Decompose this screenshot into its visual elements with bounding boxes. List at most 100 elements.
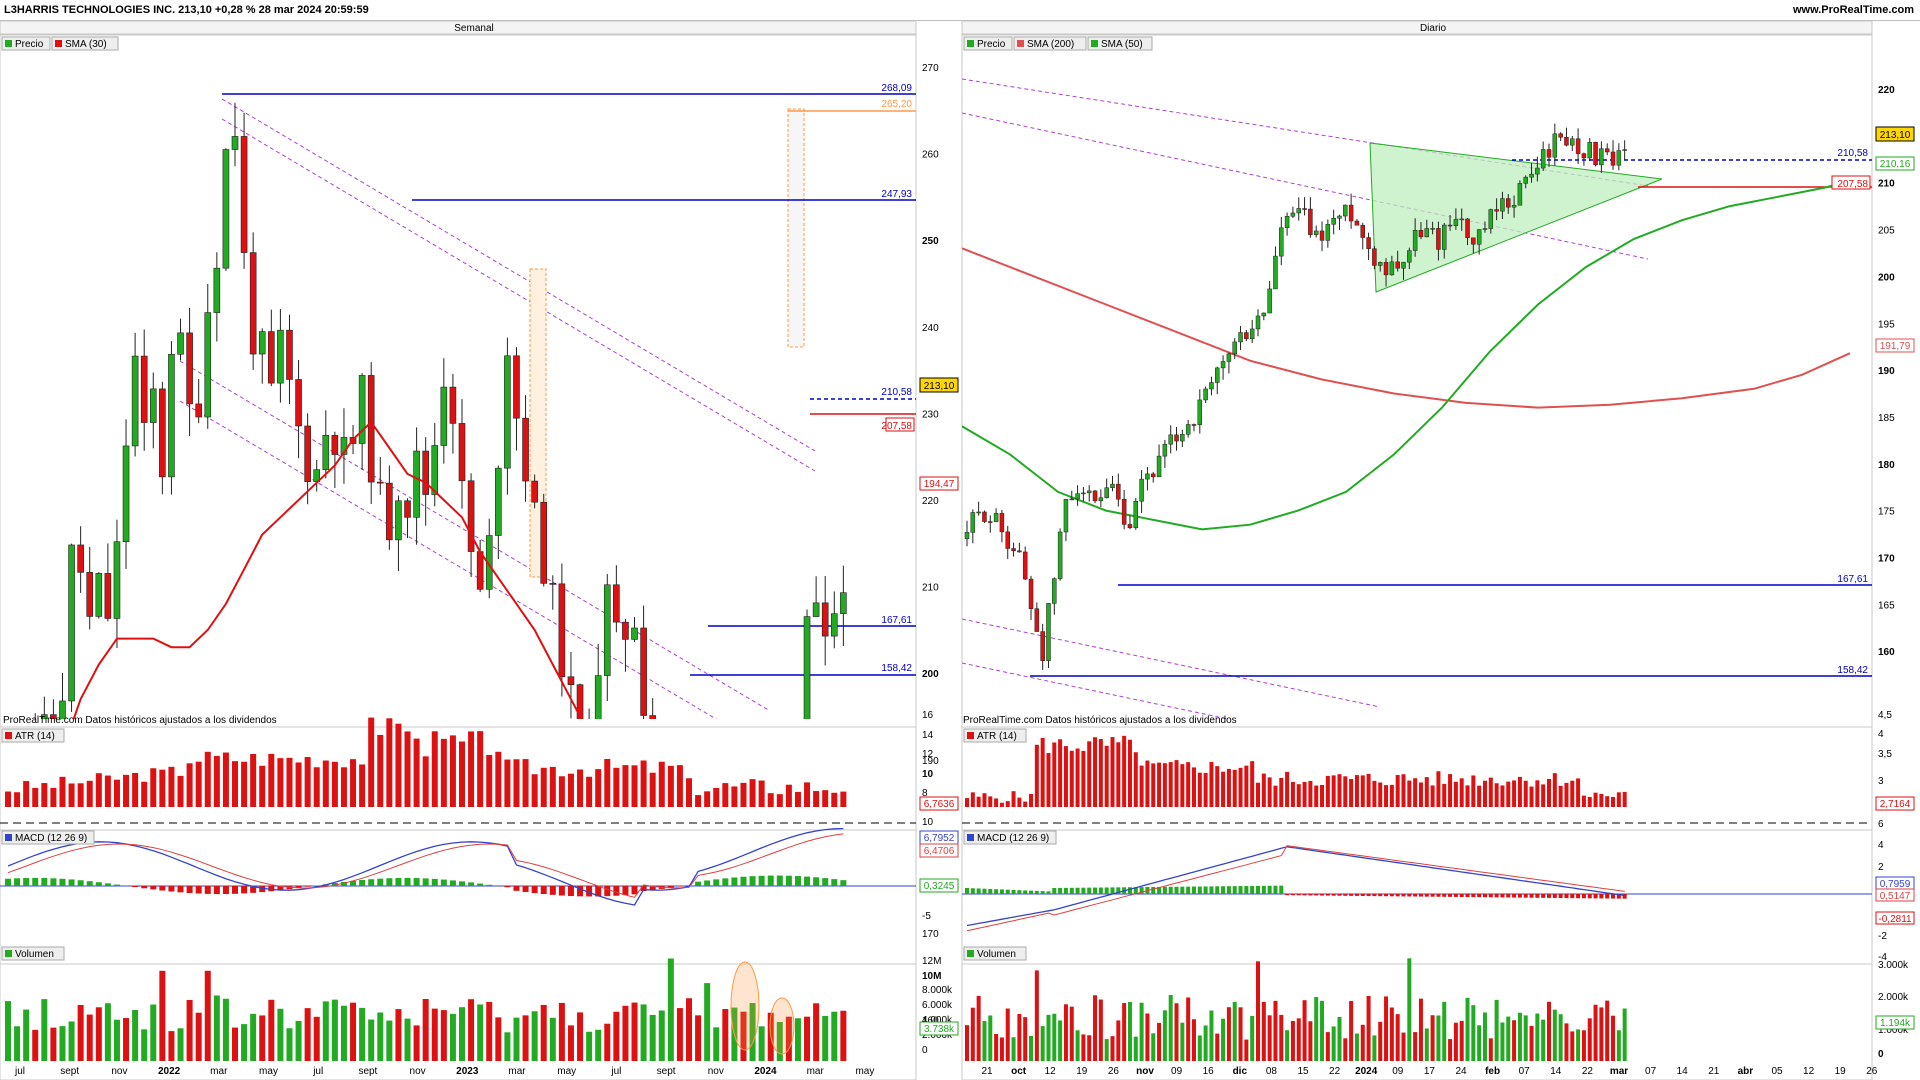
daily-atr-bar (1145, 760, 1150, 807)
daily-atr-bar (982, 793, 987, 807)
daily-macd-bar (1378, 894, 1383, 897)
daily-atr-bar (1570, 780, 1575, 807)
weekly-macd-bar (504, 886, 511, 888)
daily-atr-bar (1162, 763, 1167, 807)
daily-price-tick: 160 (1878, 647, 1895, 658)
weekly-time-tick: sept (60, 1066, 79, 1077)
daily-volume-bar (1547, 1001, 1551, 1061)
weekly-atr-bar (658, 761, 665, 807)
weekly-volume-bar (50, 1027, 57, 1061)
daily-atr-bar (1558, 785, 1563, 807)
daily-atr-bar (1104, 745, 1109, 807)
daily-macd-bar (1349, 894, 1354, 896)
daily-volume-bar (1372, 1035, 1377, 1061)
daily-macd-bar (1541, 894, 1546, 898)
daily-candle (1377, 262, 1383, 266)
daily-candle (1372, 248, 1377, 266)
daily-macd-bar (970, 888, 975, 894)
daily-legend: Precio SMA (200) SMA (50) (963, 36, 1153, 51)
chart-area[interactable]: Semanal Diario Precio SMA (30) Precio SM… (0, 21, 1920, 1080)
daily-volume-bar (1285, 1030, 1290, 1061)
daily-macd-tick-m4: -4 (1878, 952, 1887, 963)
weekly-macd-bar (776, 875, 783, 886)
daily-candle (1599, 148, 1604, 166)
daily-macd-tick-2: 2 (1878, 862, 1884, 873)
weekly-atr-value: 6,7636 (924, 799, 955, 810)
instrument-title: L3HARRIS TECHNOLOGIES INC. 213,10 +0,28 … (4, 4, 369, 16)
weekly-level-167: 167,61 (881, 615, 912, 626)
daily-candle (1040, 631, 1045, 661)
weekly-atr-bar (213, 755, 220, 807)
daily-candle (1255, 315, 1261, 330)
daily-volume-bar (1360, 1024, 1365, 1061)
daily-macd-bar (1308, 894, 1313, 896)
weekly-candle (740, 843, 746, 897)
weekly-candle (286, 329, 293, 380)
daily-level-207: 207,58 (1837, 179, 1868, 190)
weekly-candle (204, 312, 212, 418)
daily-candle (1523, 176, 1528, 184)
daily-volume-bar (1040, 1026, 1045, 1061)
weekly-volume-bar (350, 1002, 357, 1061)
daily-time-tick: 12 (1803, 1066, 1815, 1077)
weekly-candle (386, 482, 393, 541)
daily-macd-bar (1372, 894, 1377, 897)
weekly-candle (59, 700, 66, 719)
weekly-vol-value: 3.738k (924, 1024, 955, 1035)
weekly-legend-sma30: SMA (30) (65, 39, 107, 50)
site-link[interactable]: www.ProRealTime.com (1792, 4, 1914, 16)
weekly-candle (631, 627, 638, 640)
weekly-tab[interactable]: Semanal (454, 23, 493, 34)
daily-volume-bar (1407, 958, 1412, 1061)
daily-atr-bar (1168, 762, 1173, 807)
daily-macd-bar (1098, 887, 1103, 894)
weekly-atr-bar (395, 723, 402, 807)
weekly-volume-bar (622, 1005, 629, 1061)
daily-legend-price: Precio (977, 39, 1006, 50)
daily-candle (1570, 138, 1575, 146)
weekly-data-note: ProRealTime.com Datos históricos ajustad… (3, 715, 277, 726)
daily-triangle (1369, 142, 1663, 293)
weekly-macd-bar (222, 886, 229, 895)
daily-atr-value: 2,7164 (1880, 799, 1911, 810)
daily-candle (1337, 215, 1342, 219)
weekly-volume-bar (195, 1012, 202, 1061)
daily-macd-bar (1040, 891, 1045, 894)
weekly-level-207: 207,58 (881, 421, 912, 432)
daily-volume-bar (1343, 1038, 1348, 1061)
daily-macd-tick-4: 4 (1878, 840, 1884, 851)
weekly-macd-bar (377, 878, 384, 886)
daily-volume-bar (1314, 997, 1319, 1061)
daily-volume-bar (1482, 1012, 1487, 1061)
weekly-macd-bar (413, 878, 420, 886)
weekly-volume-bar (186, 999, 193, 1061)
daily-atr-bar (1226, 768, 1231, 807)
daily-atr-bar (1244, 765, 1249, 807)
daily-macd-tick-6: 6 (1878, 819, 1884, 830)
weekly-volume-label: Volumen (15, 949, 54, 960)
weekly-candle (759, 933, 765, 993)
daily-tab[interactable]: Diario (1420, 23, 1447, 34)
weekly-volume-bar (449, 1013, 456, 1061)
daily-price-tick: 205 (1878, 226, 1895, 237)
daily-volume-bar (970, 1007, 975, 1061)
weekly-macd-bar (540, 886, 547, 895)
daily-candle (1500, 198, 1505, 212)
daily-macd-bar (994, 889, 999, 894)
daily-macd-bar (1052, 888, 1057, 894)
weekly-macd-bar (649, 886, 656, 891)
weekly-atr-bar (758, 780, 765, 807)
daily-volume-bar (1354, 1033, 1359, 1061)
daily-price-tick: 185 (1878, 413, 1895, 424)
daily-vol-tick-0: 0 (1878, 1049, 1884, 1060)
weekly-atr-bar (277, 758, 284, 807)
weekly-candle (504, 355, 511, 469)
daily-volume-bar (1535, 1013, 1540, 1061)
weekly-atr-bar (804, 782, 811, 807)
weekly-candle (376, 481, 384, 484)
daily-signal-value: 0,5147 (1880, 891, 1911, 902)
weekly-candle (777, 887, 783, 973)
daily-volume-bar (1488, 1038, 1493, 1061)
weekly-volume-bar (595, 1029, 602, 1061)
daily-atr-bar (994, 798, 999, 807)
